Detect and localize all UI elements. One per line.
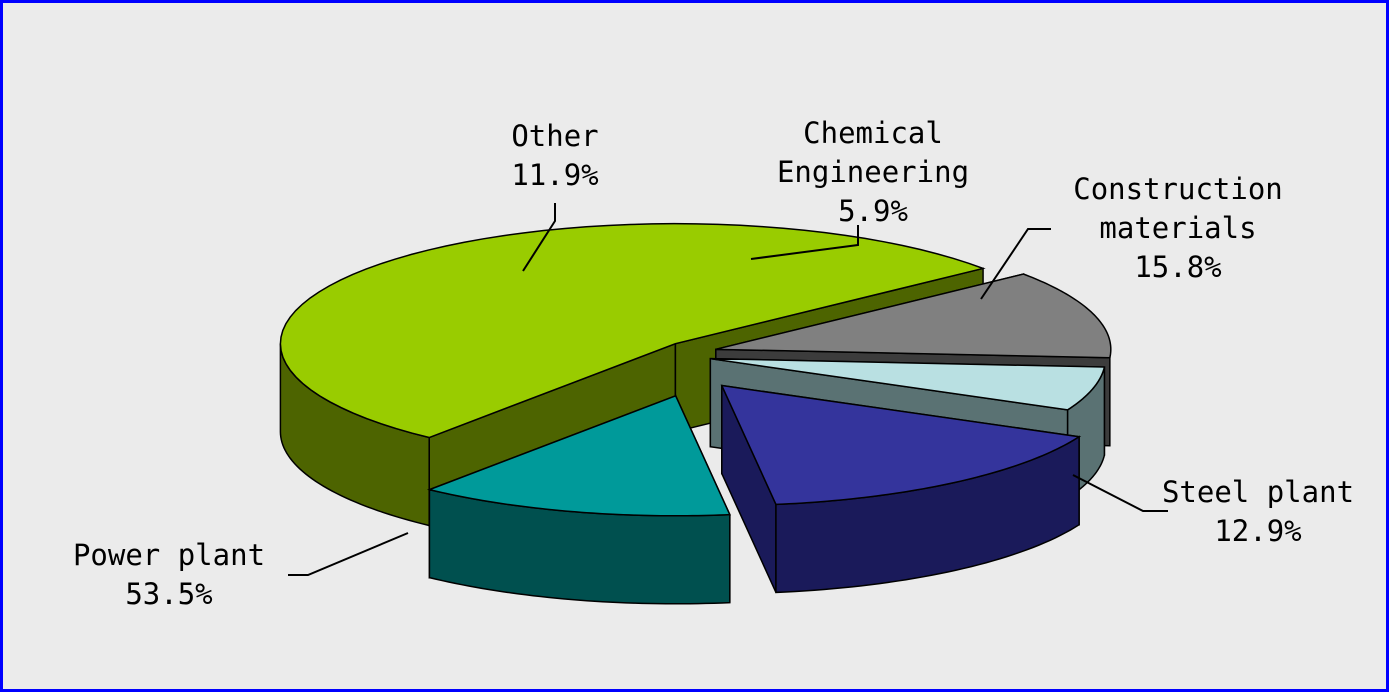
slice-top-steel-plant: [426, 394, 731, 517]
slices-layer: [279, 222, 1112, 605]
leader-line-chemical-engineering: [750, 225, 859, 260]
leaders-layer: [288, 203, 1168, 576]
slice-top-other: [715, 273, 1112, 359]
category-label-power-plant: Power plant: [73, 538, 265, 572]
pie-chart: Chemical Engineering 5.9% Construction mater…: [73, 116, 1354, 611]
value-label-chemical-engineering: 5.9%: [838, 194, 908, 228]
category-label-chemical-engineering: Engineering: [777, 155, 969, 189]
category-label-chemical-engineering: Chemical: [803, 116, 943, 150]
value-label-other: 11.9%: [511, 158, 598, 192]
leader-line-power-plant: [288, 532, 409, 576]
value-label-steel-plant: 12.9%: [1214, 514, 1301, 548]
labels-layer: Chemical Engineering 5.9% Construction mater…: [73, 116, 1354, 611]
category-label-other: Other: [511, 119, 598, 153]
category-label-steel-plant: Steel plant: [1162, 475, 1354, 509]
slice-steel-plant: [426, 394, 731, 605]
slice-construction-materials: [720, 384, 1082, 594]
category-label-construction-materials: Construction: [1073, 172, 1283, 206]
category-label-construction-materials: materials: [1099, 211, 1256, 245]
value-label-construction-materials: 15.8%: [1134, 250, 1221, 284]
leader-line-other: [522, 203, 556, 272]
slice-top-chemical-engineering: [710, 357, 1106, 411]
leader-line-construction-materials: [980, 228, 1051, 300]
slice-top-power-plant: [279, 222, 986, 439]
leader-line-steel-plant: [1072, 474, 1168, 512]
value-label-power-plant: 53.5%: [125, 577, 212, 611]
slice-top-construction-materials: [720, 384, 1082, 506]
